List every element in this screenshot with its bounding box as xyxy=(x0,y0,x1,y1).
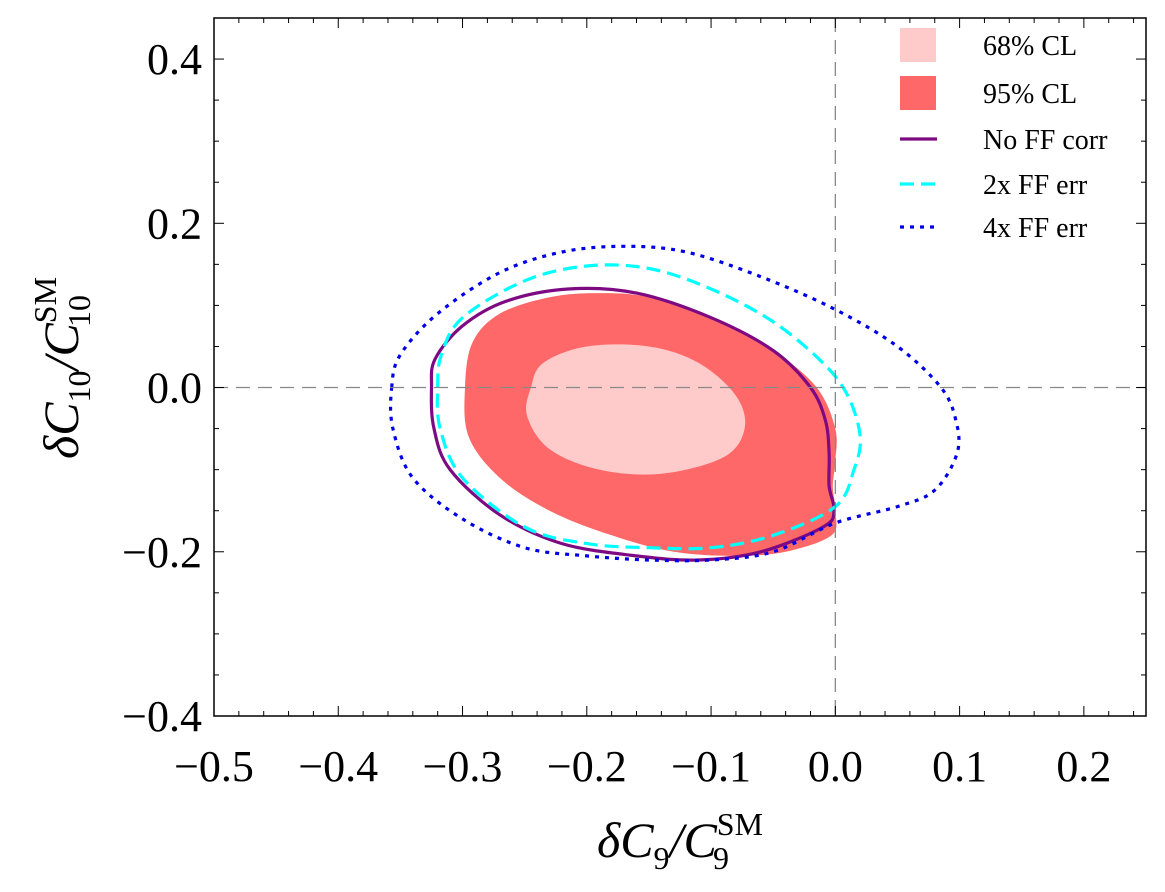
y-axis-label: δC10/CSM10 xyxy=(27,277,97,459)
x-axis-label: δC9/CSM 9 xyxy=(597,806,763,876)
legend-label-ff_err_4x: 4x FF err xyxy=(983,213,1088,244)
legend-swatch-cl68 xyxy=(900,28,936,62)
tick-labels: −0.5 −0.4 −0.3 −0.2 −0.1 0.0 0.1 0.2−0.4−0.20.0… xyxy=(122,35,1111,791)
x-tick-label: −0.5 xyxy=(174,742,254,791)
legend-label-cl95: 95% CL xyxy=(983,79,1077,110)
x-tick-label: −0.3 xyxy=(423,742,503,791)
plot-frame xyxy=(213,17,1147,717)
y-tick-label: 0.0 xyxy=(147,364,202,413)
y-tick-label: 0.4 xyxy=(147,35,202,84)
contour-curves xyxy=(388,244,961,563)
x-tick-label: −0.4 xyxy=(298,742,378,791)
x-tick-label: 0.0 xyxy=(808,742,863,791)
contour-ff_err_2x xyxy=(435,263,862,551)
legend-swatch-cl95 xyxy=(900,76,936,110)
x-tick-label: −0.1 xyxy=(671,742,751,791)
y-tick-label: −0.4 xyxy=(122,692,202,741)
contour-no_ff_corr xyxy=(429,286,836,562)
legend: 68% CL 95% CL No FF corr 2x FF err 4x FF err xyxy=(900,28,1108,244)
x-tick-label: −0.2 xyxy=(547,742,627,791)
y-tick-label: −0.2 xyxy=(122,528,202,577)
legend-label-no_ff_corr: No FF corr xyxy=(983,125,1108,156)
y-tick-label: 0.2 xyxy=(147,199,202,248)
reference-lines xyxy=(214,18,1146,716)
legend-label-cl68: 68% CL xyxy=(983,31,1077,62)
contour-cl68 xyxy=(526,344,746,475)
y-axis-label-group: δC10/CSM10 xyxy=(27,277,97,459)
contour-ff_err_4x xyxy=(388,244,961,563)
x-tick-label: 0.2 xyxy=(1056,742,1111,791)
x-tick-label: 0.1 xyxy=(932,742,987,791)
legend-label-ff_err_2x: 2x FF err xyxy=(983,170,1088,201)
